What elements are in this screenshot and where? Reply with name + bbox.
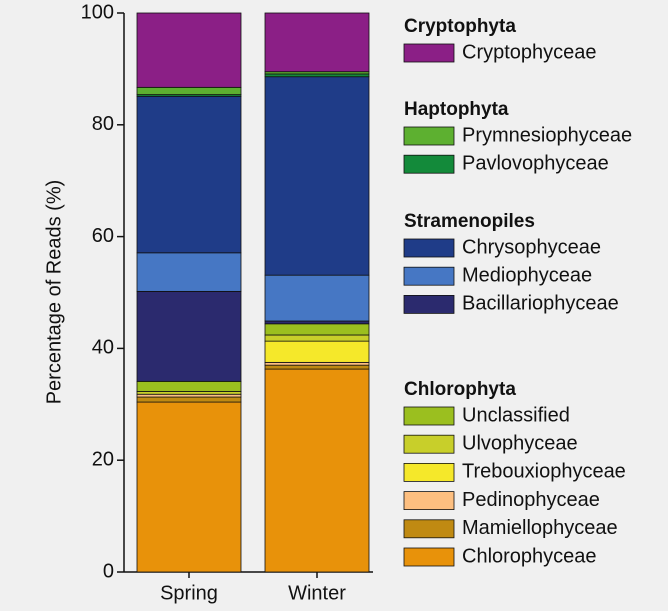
x-tick-label: Spring xyxy=(160,582,218,604)
bar-segment xyxy=(136,396,242,403)
bar-segment xyxy=(136,12,242,88)
bar-segment xyxy=(264,76,370,276)
legend-swatch xyxy=(403,294,455,314)
y-tick-label: 100 xyxy=(81,1,114,23)
y-tick-label: 20 xyxy=(92,448,114,470)
legend-label: Prymnesiophyceae xyxy=(462,124,632,146)
bar-segment xyxy=(264,73,370,78)
bar-segment xyxy=(136,86,242,96)
legend-label: Pavlovophyceae xyxy=(462,152,609,174)
legend-swatch xyxy=(403,491,455,511)
bar-segment xyxy=(264,323,370,336)
legend-label: Mamiellophyceae xyxy=(462,517,618,539)
bar-segment xyxy=(264,334,370,342)
y-axis-label: Percentage of Reads (%) xyxy=(43,180,65,405)
bar-segment xyxy=(264,274,370,322)
legend-swatch xyxy=(403,266,455,286)
legend-swatch xyxy=(403,434,455,454)
bar-segment xyxy=(136,401,242,573)
bar-segment xyxy=(264,320,370,325)
y-tick-label: 40 xyxy=(92,337,114,359)
legend-label: Chlorophyceae xyxy=(462,545,597,567)
legend-group-title: Stramenopiles xyxy=(404,211,535,232)
y-tick-label: 0 xyxy=(103,560,114,582)
bar-segment xyxy=(136,391,242,395)
legend-swatch xyxy=(403,238,455,258)
legend-label: Ulvophyceae xyxy=(462,432,578,454)
legend-label: Mediophyceae xyxy=(462,264,592,286)
bar-segment xyxy=(264,340,370,363)
legend-group-title: Cryptophyta xyxy=(404,16,516,37)
bar-segment xyxy=(136,290,242,382)
bar-segment xyxy=(136,252,242,292)
y-tick-label: 80 xyxy=(92,113,114,135)
bar-segment xyxy=(264,368,370,573)
bar-segment xyxy=(136,95,242,254)
legend-swatch xyxy=(403,547,455,567)
legend-swatch xyxy=(403,519,455,539)
legend-swatch xyxy=(403,43,455,63)
legend-swatch xyxy=(403,462,455,482)
bar-segment xyxy=(136,393,242,398)
legend-swatch xyxy=(403,406,455,426)
legend-swatch xyxy=(403,154,455,174)
y-tick-label: 60 xyxy=(92,225,114,247)
legend-label: Cryptophyceae xyxy=(462,41,597,63)
bar-segment xyxy=(264,361,370,366)
legend-label: Trebouxiophyceae xyxy=(462,461,626,483)
bar-segment xyxy=(264,364,370,370)
bar-segment xyxy=(136,380,242,392)
x-tick-label: Winter xyxy=(288,582,346,604)
legend-group-title: Chlorophyta xyxy=(404,379,516,400)
legend-label: Chrysophyceae xyxy=(462,236,601,258)
bar-segment xyxy=(264,12,370,73)
legend-label: Pedinophyceae xyxy=(462,489,600,511)
legend-label: Bacillariophyceae xyxy=(462,293,619,315)
legend-group-title: Haptophyta xyxy=(404,99,509,120)
legend-label: Unclassified xyxy=(462,404,570,426)
legend-swatch xyxy=(403,126,455,146)
